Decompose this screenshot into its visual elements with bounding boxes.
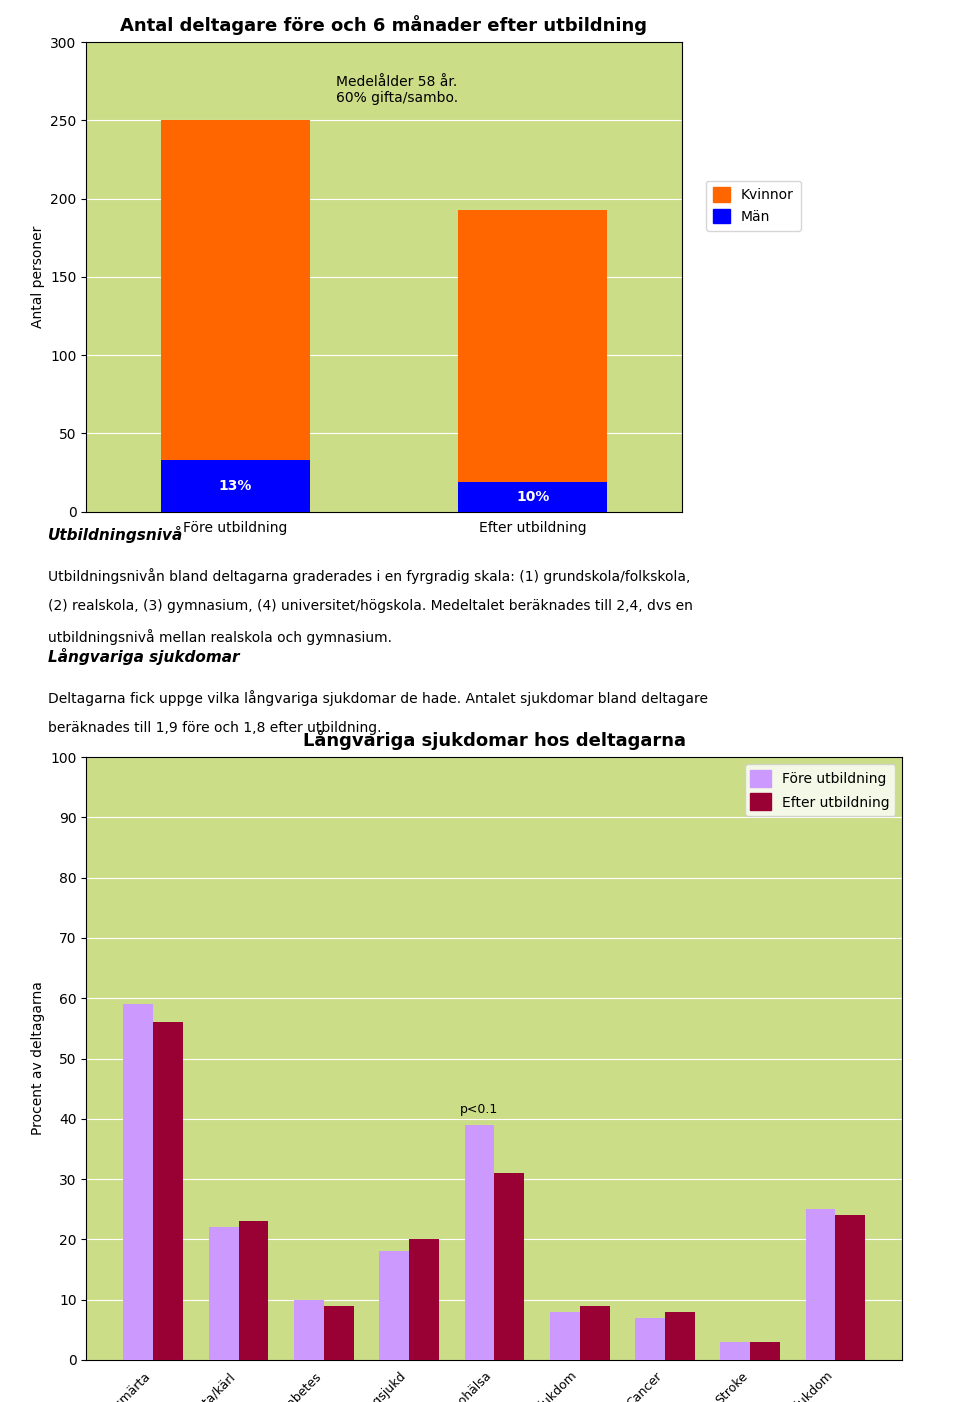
Y-axis label: Procent av deltagarna: Procent av deltagarna xyxy=(31,981,45,1136)
Bar xyxy=(124,1004,154,1360)
Bar xyxy=(805,1209,835,1360)
Bar xyxy=(161,121,309,460)
Text: p<0.1: p<0.1 xyxy=(461,1103,498,1116)
Text: 13%: 13% xyxy=(219,479,252,494)
Bar xyxy=(459,482,607,512)
Text: 10%: 10% xyxy=(516,489,549,503)
Bar xyxy=(465,1124,494,1360)
Text: Utbildningsnivån bland deltagarna graderades i en fyrgradig skala: (1) grundskol: Utbildningsnivån bland deltagarna grader… xyxy=(48,568,690,583)
Text: Deltagarna fick uppge vilka långvariga sjukdomar de hade. Antalet sjukdomar blan: Deltagarna fick uppge vilka långvariga s… xyxy=(48,690,708,705)
Text: Långvariga sjukdomar: Långvariga sjukdomar xyxy=(48,648,239,665)
Title: Antal deltagare före och 6 månader efter utbildning: Antal deltagare före och 6 månader efter… xyxy=(121,15,647,35)
Bar xyxy=(154,1022,183,1360)
Bar xyxy=(550,1312,580,1360)
Bar xyxy=(459,209,607,482)
Bar xyxy=(580,1305,610,1360)
Bar xyxy=(720,1342,750,1360)
Bar xyxy=(835,1216,865,1360)
Text: beräknades till 1,9 före och 1,8 efter utbildning.: beräknades till 1,9 före och 1,8 efter u… xyxy=(48,721,381,735)
Legend: Före utbildning, Efter utbildning: Före utbildning, Efter utbildning xyxy=(745,764,896,816)
Y-axis label: Antal personer: Antal personer xyxy=(31,226,45,328)
Title: Långvariga sjukdomar hos deltagarna: Långvariga sjukdomar hos deltagarna xyxy=(303,730,685,750)
Text: Utbildningsnivå: Utbildningsnivå xyxy=(48,526,183,543)
Bar xyxy=(294,1300,324,1360)
Text: utbildningsnivå mellan realskola och gymnasium.: utbildningsnivå mellan realskola och gym… xyxy=(48,629,392,645)
Bar xyxy=(750,1342,780,1360)
Bar xyxy=(239,1221,269,1360)
Bar xyxy=(636,1318,665,1360)
Bar xyxy=(665,1312,695,1360)
Bar xyxy=(161,460,309,512)
Text: (2) realskola, (3) gymnasium, (4) universitet/högskola. Medeltalet beräknades ti: (2) realskola, (3) gymnasium, (4) univer… xyxy=(48,599,693,613)
Bar xyxy=(208,1227,239,1360)
Legend: Kvinnor, Män: Kvinnor, Män xyxy=(707,181,801,231)
Bar xyxy=(494,1173,524,1360)
Bar xyxy=(379,1252,409,1360)
Text: Medelålder 58 år.
60% gifta/sambo.: Medelålder 58 år. 60% gifta/sambo. xyxy=(336,74,459,105)
Bar xyxy=(409,1239,439,1360)
Bar xyxy=(324,1305,353,1360)
